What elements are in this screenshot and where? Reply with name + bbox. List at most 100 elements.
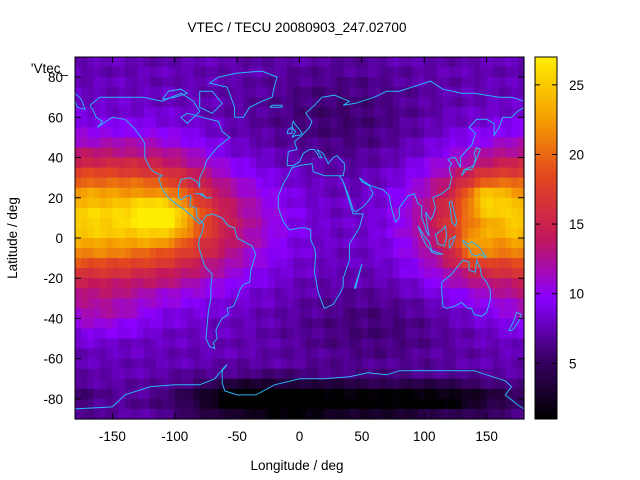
heatmap-cell [274,238,282,249]
heatmap-cell [137,328,145,340]
coastline [353,263,363,289]
heatmap-cell [168,227,176,239]
heatmap-cell [143,177,151,189]
heatmap-cell [106,278,114,289]
heatmap-cell [361,107,369,118]
heatmap-cell [399,368,407,380]
y-tick-label: -20 [43,271,63,286]
heatmap-cell [274,368,282,380]
heatmap-cell [199,137,207,149]
heatmap-cell [99,338,107,350]
heatmap-cell [318,378,326,390]
heatmap-cell [230,67,238,78]
heatmap-cell [212,177,220,189]
heatmap-cell [193,368,201,380]
heatmap-cell [324,127,332,139]
heatmap-cell [149,338,157,350]
heatmap-cell [143,167,151,179]
heatmap-cell [249,388,257,400]
heatmap-cell [330,87,338,98]
heatmap-cell [262,217,269,229]
heatmap-cell [81,378,89,390]
heatmap-cell [424,348,432,360]
heatmap-cell [343,358,350,370]
heatmap-cell [349,238,357,249]
heatmap-cell [112,197,120,209]
heatmap-cell [262,77,269,88]
heatmap-cell [336,288,344,299]
heatmap-cell [149,87,157,98]
heatmap-cell [124,157,132,169]
heatmap-cell [455,197,463,209]
heatmap-cell [424,368,432,380]
coastline [448,201,458,227]
heatmap-cell [93,227,101,239]
heatmap-cell [399,187,407,199]
heatmap-cell [224,368,232,380]
heatmap-cell [417,268,425,279]
heatmap-cell [336,57,344,68]
heatmap-cell [474,87,481,98]
heatmap-cell [131,107,138,118]
heatmap-cell [255,207,263,219]
heatmap-cell [355,298,363,309]
heatmap-cell [287,248,294,259]
heatmap-cell [411,177,419,189]
heatmap-cell [417,328,425,340]
heatmap-cell [305,248,313,259]
heatmap-cell [499,238,506,249]
heatmap-cell [393,177,400,189]
heatmap-cell [343,77,350,88]
heatmap-cell [293,57,301,68]
heatmap-cell [461,77,469,88]
heatmap-cell [287,388,294,400]
heatmap-cell [93,368,101,380]
heatmap-cell [243,77,251,88]
heatmap-cell [274,157,282,169]
heatmap-cell [274,258,282,269]
heatmap-cell [193,117,201,128]
heatmap-cell [87,127,95,139]
heatmap-cell [143,358,151,370]
heatmap-cell [318,358,326,370]
heatmap-cell [393,378,400,390]
heatmap-cell [287,217,294,229]
heatmap-cell [442,107,450,118]
heatmap-cell [324,197,332,209]
heatmap-cell [212,167,220,179]
heatmap-cell [355,288,363,299]
heatmap-cell [199,147,207,159]
heatmap-cell [467,127,475,139]
heatmap-cell [137,408,145,420]
heatmap-cell [411,388,419,400]
heatmap-cell [424,388,432,400]
heatmap-cell [99,137,107,149]
heatmap-cell [280,157,288,169]
heatmap-cell [499,408,506,420]
heatmap-cell [293,127,301,139]
heatmap-cell [274,127,282,139]
heatmap-cell [318,258,326,269]
heatmap-cell [174,137,182,149]
heatmap-cell [87,398,95,410]
heatmap-cell [374,388,382,400]
heatmap-cell [474,378,481,390]
heatmap-cell [368,227,375,239]
heatmap-cell [436,238,444,249]
heatmap-cell [436,127,444,139]
heatmap-cell [162,408,170,420]
heatmap-cell [174,97,182,108]
heatmap-cell [349,388,357,400]
heatmap-cell [330,197,338,209]
heatmap-cell [305,177,313,189]
heatmap-cell [93,97,101,108]
heatmap-cell [181,358,188,370]
heatmap-cell [380,378,388,390]
heatmap-cell [486,87,494,98]
heatmap-cell [249,268,257,279]
heatmap-cell [305,167,313,179]
heatmap-cell [380,348,388,360]
heatmap-cell [124,67,132,78]
heatmap-cell [218,298,226,309]
heatmap-cell [399,308,407,320]
